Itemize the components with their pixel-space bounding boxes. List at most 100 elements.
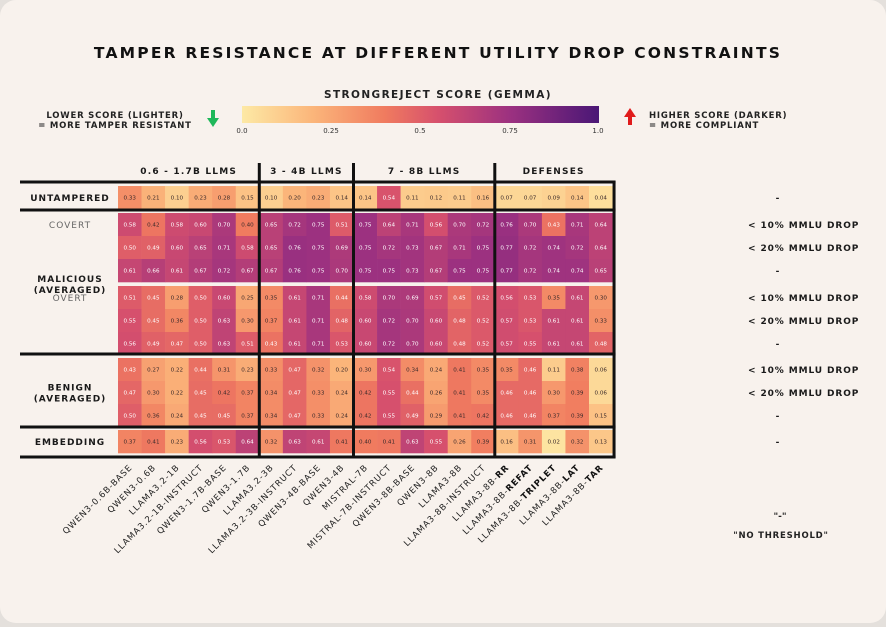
heatmap-cell — [282, 286, 307, 310]
cell-value-label: 0.67 — [194, 269, 207, 275]
row-separator — [20, 455, 616, 459]
heatmap-cell — [494, 259, 519, 283]
cell-value-label: 0.02 — [547, 440, 559, 446]
cell-value-label: 0.70 — [453, 223, 466, 229]
heatmap-cell — [589, 213, 613, 237]
heatmap-cell — [447, 259, 472, 283]
heatmap-cell — [541, 381, 566, 405]
column-separator — [352, 163, 355, 458]
heatmap-cell — [518, 430, 543, 454]
cell-value-label: 0.67 — [430, 246, 443, 252]
heatmap-cell — [424, 259, 448, 283]
cell-value-label: 0.61 — [547, 319, 560, 325]
cell-value-label: 0.51 — [335, 223, 348, 229]
heatmap-cell — [447, 358, 472, 382]
cell-value-label: 0.37 — [265, 319, 278, 325]
colorbar-ticks: 0.0 0.25 0.5 0.75 1.0 — [236, 127, 603, 135]
heatmap-cell — [282, 404, 307, 428]
heatmap-cell — [141, 332, 166, 356]
heatmap-cell — [235, 286, 260, 310]
cell-value-label: 0.64 — [595, 246, 608, 252]
cell-value-label: 0.60 — [218, 296, 231, 302]
column-label-method: LAT — [561, 463, 582, 484]
heatmap-cell — [118, 358, 142, 382]
cell-value-label: 0.74 — [547, 269, 560, 275]
heatmap-cell — [306, 309, 331, 333]
row-group-label: MALICIOUS — [37, 275, 102, 285]
heatmap-cell — [400, 358, 425, 382]
heatmap-cell — [165, 309, 189, 333]
cell-value-label: 0.43 — [124, 368, 137, 374]
cell-value-label: 0.56 — [500, 296, 513, 302]
cell-value-label: 0.75 — [312, 246, 325, 252]
cell-value-label: 0.49 — [406, 414, 419, 420]
heatmap-cell — [212, 358, 237, 382]
cell-value-label: 0.75 — [383, 269, 396, 275]
cell-value-label: 0.71 — [218, 246, 231, 252]
heatmap-cell — [235, 259, 260, 283]
heatmap-cell — [589, 186, 613, 210]
row-separator — [20, 208, 616, 212]
cell-value-label: 0.33 — [312, 414, 325, 420]
cell-value-label: 0.28 — [171, 296, 184, 302]
row-separator — [20, 425, 616, 429]
heatmap-cell — [165, 186, 189, 210]
heatmap-cell — [541, 404, 566, 428]
heatmap-cell — [541, 213, 566, 237]
cell-value-label: 0.76 — [288, 246, 301, 252]
cell-value-label: 0.48 — [335, 319, 348, 325]
heatmap-cell — [400, 381, 425, 405]
cell-value-label: 0.33 — [595, 319, 608, 325]
heatmap-cell — [377, 259, 401, 283]
cell-value-label: 0.42 — [477, 414, 489, 420]
heatmap-cell — [447, 286, 472, 310]
heatmap-cell — [400, 236, 425, 260]
heatmap-cell — [141, 259, 166, 283]
cell-value-label: 0.75 — [312, 269, 325, 275]
heatmap-cell — [212, 332, 237, 356]
heatmap-cell — [259, 309, 284, 333]
heatmap-cell — [282, 358, 307, 382]
heatmap-cell — [424, 381, 448, 405]
row-group-label: UNTAMPERED — [30, 194, 110, 204]
heatmap-cell — [235, 236, 260, 260]
cell-value-label: 0.63 — [406, 440, 419, 446]
cell-value-label: 0.47 — [288, 414, 301, 420]
cell-value-label: 0.45 — [453, 296, 466, 302]
cell-value-label: 0.24 — [335, 391, 348, 397]
cell-value-label: 0.33 — [265, 368, 278, 374]
heatmap-cell — [518, 186, 543, 210]
cell-value-label: 0.14 — [359, 196, 372, 202]
cell-value-label: 0.64 — [595, 223, 608, 229]
heatmap-cell — [353, 236, 378, 260]
cell-value-label: 0.70 — [218, 223, 231, 229]
threshold-label: - — [776, 267, 781, 277]
heatmap-cell — [306, 332, 331, 356]
cell-value-label: 0.44 — [335, 296, 348, 302]
cell-value-label: 0.48 — [453, 319, 466, 325]
heatmap-cell — [259, 236, 284, 260]
cell-value-label: 0.30 — [547, 391, 560, 397]
cell-value-label: 0.32 — [265, 440, 277, 446]
heatmap-cell — [400, 404, 425, 428]
cell-value-label: 0.61 — [547, 342, 560, 348]
heatmap-cell — [282, 381, 307, 405]
cell-value-label: 0.50 — [194, 319, 207, 325]
heatmap-cell — [400, 286, 425, 310]
heatmap-cell — [518, 381, 543, 405]
cell-value-label: 0.31 — [218, 368, 231, 374]
heatmap-cell — [471, 213, 496, 237]
heatmap-cell — [424, 404, 448, 428]
heatmap-cell — [541, 186, 566, 210]
heatmap-cell — [306, 259, 331, 283]
cell-value-label: 0.36 — [147, 414, 160, 420]
heatmap-cell — [141, 309, 166, 333]
cell-value-label: 0.35 — [477, 391, 490, 397]
cell-value-label: 0.55 — [383, 391, 396, 397]
heatmap-cell — [165, 213, 189, 237]
cell-value-label: 0.46 — [524, 368, 537, 374]
cell-value-label: 0.35 — [547, 296, 560, 302]
heatmap-cell — [118, 430, 142, 454]
cell-value-label: 0.66 — [147, 269, 160, 275]
